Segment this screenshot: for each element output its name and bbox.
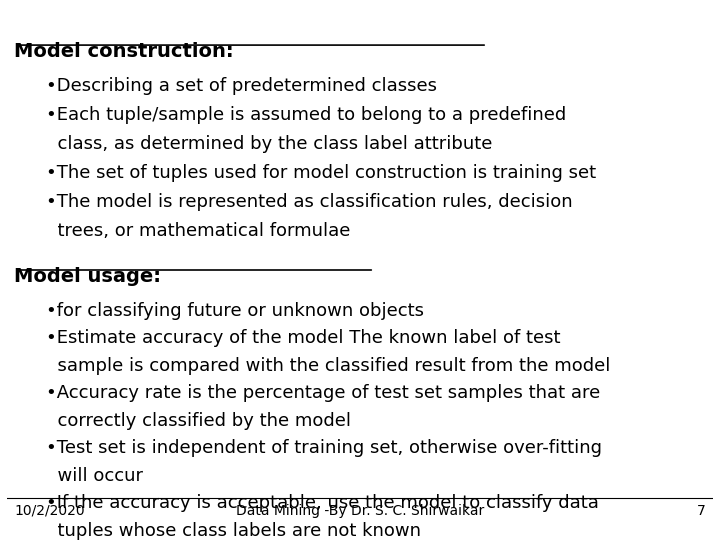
Text: •Test set is independent of training set, otherwise over-fitting: •Test set is independent of training set… bbox=[46, 440, 602, 457]
Text: •The model is represented as classification rules, decision: •The model is represented as classificat… bbox=[46, 193, 572, 211]
Text: Data Mining -By Dr. S. C. Shirwaikar: Data Mining -By Dr. S. C. Shirwaikar bbox=[236, 504, 484, 518]
Text: 7: 7 bbox=[697, 504, 706, 518]
Text: •The set of tuples used for model construction is training set: •The set of tuples used for model constr… bbox=[46, 164, 596, 182]
Text: •Describing a set of predetermined classes: •Describing a set of predetermined class… bbox=[46, 77, 437, 95]
Text: •Accuracy rate is the percentage of test set samples that are: •Accuracy rate is the percentage of test… bbox=[46, 384, 600, 402]
Text: Model usage:: Model usage: bbox=[14, 267, 161, 286]
Text: Model construction:: Model construction: bbox=[14, 43, 234, 62]
Text: trees, or mathematical formulae: trees, or mathematical formulae bbox=[46, 222, 351, 240]
Text: will occur: will occur bbox=[46, 467, 143, 485]
Text: •for classifying future or unknown objects: •for classifying future or unknown objec… bbox=[46, 302, 424, 320]
Text: •Estimate accuracy of the model The known label of test: •Estimate accuracy of the model The know… bbox=[46, 329, 560, 347]
Text: •If the accuracy is acceptable, use the model to classify data: •If the accuracy is acceptable, use the … bbox=[46, 495, 599, 512]
Text: tuples whose class labels are not known: tuples whose class labels are not known bbox=[46, 522, 421, 540]
Text: correctly classified by the model: correctly classified by the model bbox=[46, 412, 351, 430]
Text: class, as determined by the class label attribute: class, as determined by the class label … bbox=[46, 135, 492, 153]
Text: sample is compared with the classified result from the model: sample is compared with the classified r… bbox=[46, 357, 611, 375]
Text: •Each tuple/sample is assumed to belong to a predefined: •Each tuple/sample is assumed to belong … bbox=[46, 106, 566, 124]
Text: 10/2/2020: 10/2/2020 bbox=[14, 504, 85, 518]
